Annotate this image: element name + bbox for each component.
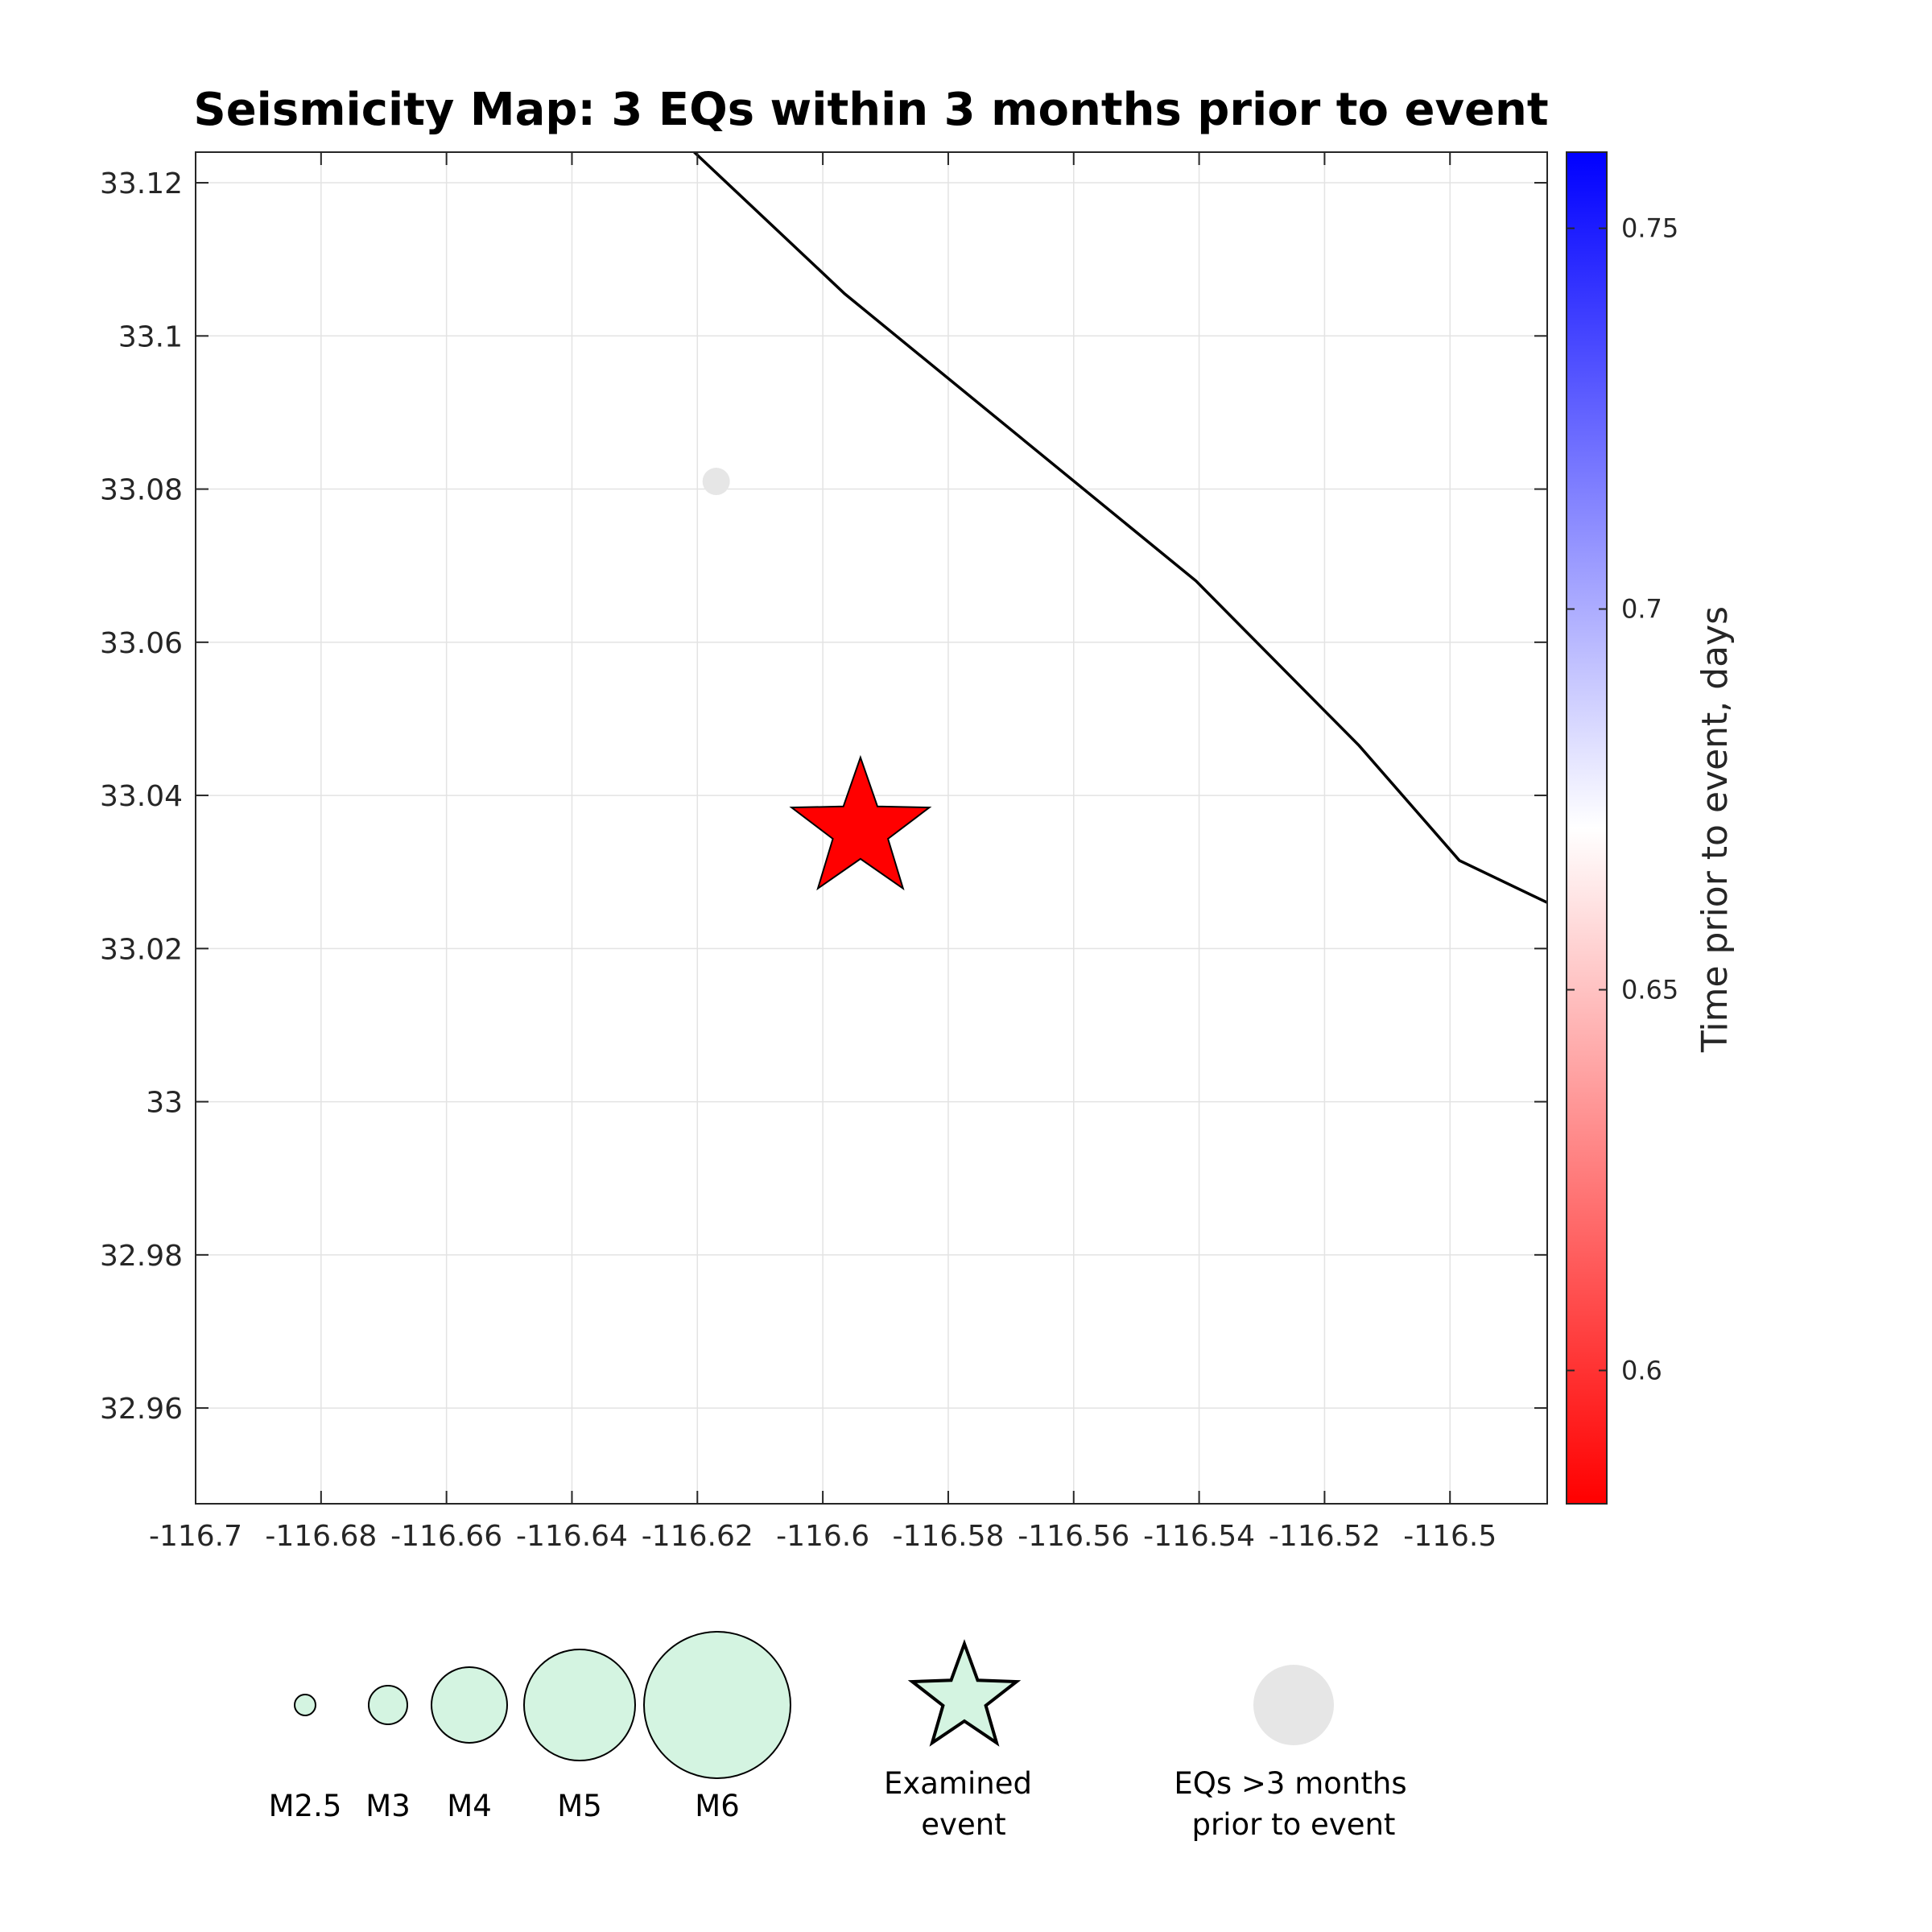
y-tick-label: 33.1 [118,320,183,353]
legend-examined-label-1: Examined [884,1766,1032,1801]
colorbar-tick-label: 0.6 [1621,1355,1662,1385]
plot-area: -116.7 -116.68 -116.66 -116.64 -116.62 -116.6… [100,151,1548,1553]
x-tick-label: -116.52 [1269,1520,1381,1553]
legend-examined-label-2: event [921,1807,1005,1842]
colorbar-fill [1566,151,1608,1505]
x-tick-label: -116.64 [516,1520,628,1553]
legend-size-circle [368,1685,408,1725]
legend-size-label: M4 [447,1789,491,1823]
legend-size-circle [523,1649,636,1761]
grid-lines [195,152,1547,1504]
legend-old-eq-circle [1253,1665,1334,1745]
x-tick-label: -116.56 [1018,1520,1129,1553]
colorbar-tick-label: 0.7 [1621,594,1662,625]
colorbar-label: Time prior to event, days [1695,606,1736,1053]
y-tick-label: 33.02 [100,933,183,966]
x-tick-label: -116.5 [1403,1520,1496,1553]
x-tick-label: -116.54 [1143,1520,1255,1553]
legend-old-label-1: EQs >3 months [1174,1766,1406,1801]
x-tick-label: -116.7 [149,1520,242,1553]
old-eq-marker [702,468,730,496]
x-tick-label: -116.6 [776,1520,869,1553]
x-tick-label: -116.62 [642,1520,753,1553]
y-tick-label: 33.08 [100,474,183,507]
y-axis-ticks: 32.96 32.98 33 33.02 33.04 33.06 33.08 33.1 33.1… [100,167,1547,1426]
legend-size-circle [431,1666,508,1744]
y-tick-label: 32.96 [100,1393,183,1426]
y-tick-label: 33.04 [100,780,183,813]
x-tick-label: -116.68 [265,1520,377,1553]
colorbar-ticks: 0.6 0.65 0.7 0.75 [1567,213,1678,1385]
y-tick-label: 32.98 [100,1240,183,1273]
y-tick-label: 33.06 [100,627,183,660]
legend-examined-star [907,1639,1022,1747]
x-tick-label: -116.58 [892,1520,1004,1553]
legend-size-label: M3 [365,1789,410,1823]
plot-frame [195,151,1548,1505]
legend-size-label: M6 [695,1789,739,1823]
chart-title: Seismicity Map: 3 EQs within 3 months pr… [193,84,1548,136]
colorbar-tick-label: 0.75 [1621,213,1678,244]
fault-line [693,152,1547,904]
y-tick-label: 33 [146,1087,183,1120]
legend: M2.5 M3 M4 M5 M6 Examined event EQs >3 months pr… [269,1631,1407,1842]
colorbar-tick-label: 0.65 [1621,975,1678,1005]
event-markers [702,468,932,891]
x-tick-label: -116.66 [390,1520,502,1553]
legend-size-label: M5 [557,1789,601,1823]
legend-size-circle [643,1631,791,1779]
colorbar: 0.6 0.65 0.7 0.75 Time prior to event, days [1566,151,1736,1505]
examined-event-star [789,754,932,891]
y-tick-label: 33.12 [100,167,183,200]
x-axis-ticks: -116.7 -116.68 -116.66 -116.64 -116.62 -116.6… [149,152,1496,1553]
legend-old-label-2: prior to event [1192,1807,1396,1842]
legend-size-label: M2.5 [269,1789,342,1823]
legend-size-circle [294,1694,316,1716]
fault-line-group [693,152,1547,904]
